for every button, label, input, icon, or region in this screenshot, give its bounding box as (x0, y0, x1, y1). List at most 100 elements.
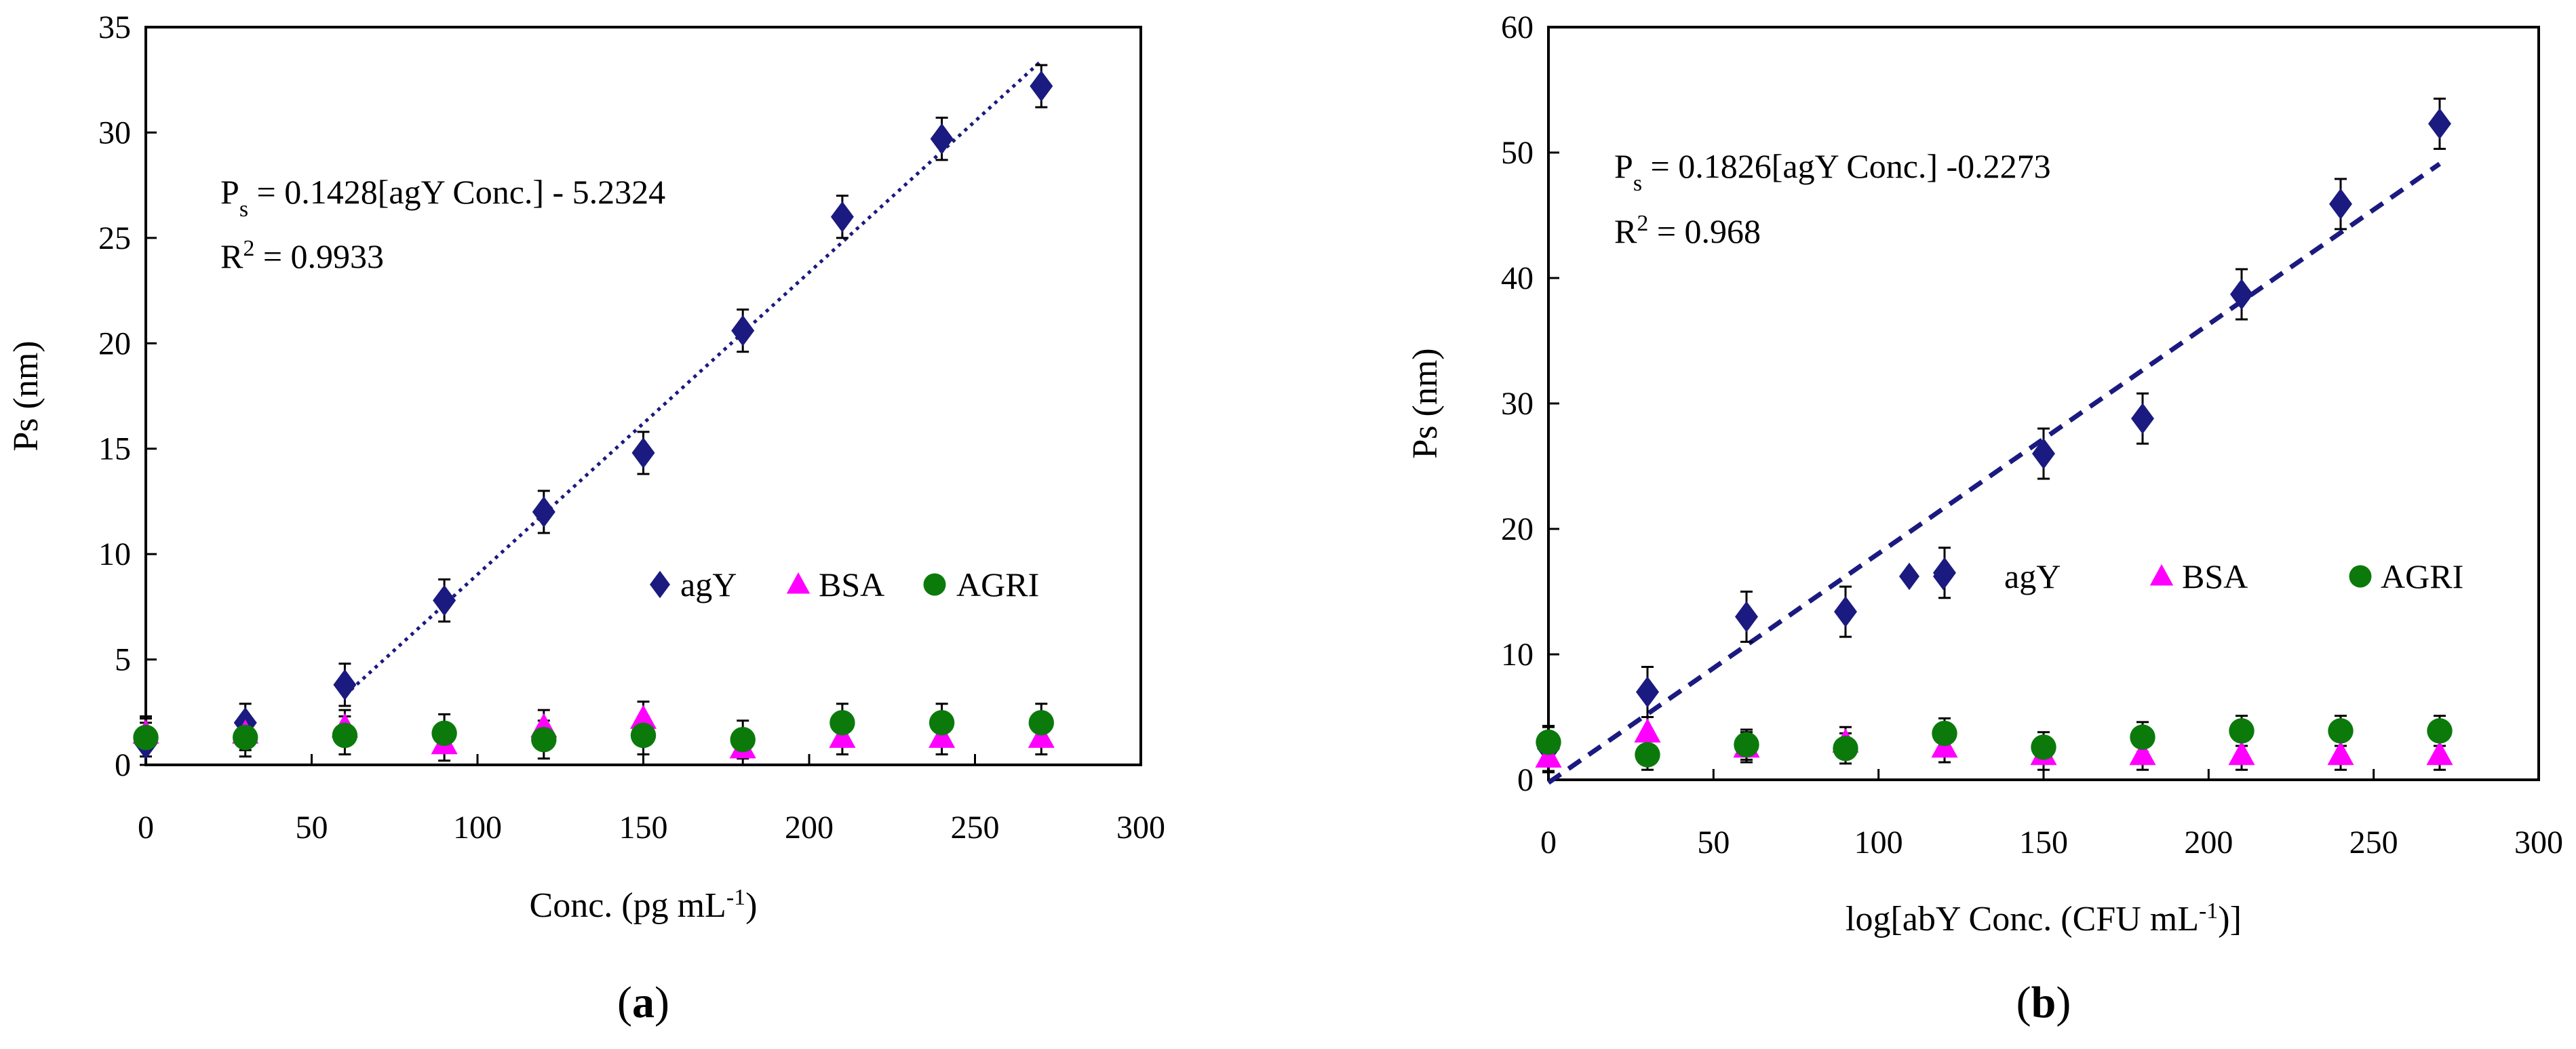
legend-marker-BSA (786, 572, 811, 594)
data-point-AGRI (133, 724, 159, 751)
x-tick-label: 300 (2514, 825, 2563, 860)
data-point-BSA (1634, 718, 1661, 743)
data-point-AGRI (630, 722, 657, 749)
legend-label-agY: agY (680, 566, 737, 603)
panel-b: 0 10 20 30 40 50 60 0 50 100 150 200 250 300 log[abY C… (1406, 9, 2563, 1027)
data-point-AGRI (730, 726, 756, 753)
data-point-agY (532, 496, 555, 528)
data-point-AGRI (1635, 742, 1660, 768)
data-point-AGRI (1536, 729, 1561, 755)
x-tick-label: 200 (2184, 825, 2233, 860)
data-point-agY (2230, 279, 2253, 310)
data-point-agY (2032, 438, 2055, 469)
panel-label: (a) (617, 978, 669, 1027)
data-point-agY (1030, 71, 1053, 102)
y-tick-label: 30 (1501, 386, 1534, 422)
trendline-agY (1547, 161, 2441, 785)
x-tick-label: 100 (453, 810, 502, 846)
x-tick-label: 150 (2019, 825, 2068, 860)
x-tick-label: 200 (785, 810, 834, 846)
x-tick-label: 50 (296, 810, 328, 846)
data-point-AGRI (431, 720, 457, 747)
y-tick-label: 5 (115, 642, 131, 678)
r-squared: R2 = 0.9933 (220, 236, 384, 276)
panel-label: (b) (2016, 978, 2071, 1027)
legend-label-agY: agY (2004, 557, 2061, 595)
y-tick-label: 15 (98, 431, 131, 467)
x-axis-title: log[abY Conc. (CFU mL-1)] (1846, 898, 2242, 939)
panel-a: 0 5 10 15 20 25 30 35 0 50 100 150 200 250 300 Conc. (p… (7, 9, 1165, 1027)
x-tick-label: 0 (138, 810, 154, 846)
r-squared: R2 = 0.968 (1614, 211, 1761, 251)
x-axis-title: Conc. (pg mL-1) (530, 885, 758, 926)
y-tick-label: 35 (98, 9, 131, 45)
data-point-BSA (2426, 740, 2453, 766)
legend-marker-AGRI (2349, 565, 2372, 588)
y-tick-label: 10 (98, 536, 131, 572)
plot-frame (144, 26, 1142, 766)
regression-equation: Ps = 0.1428[agY Conc.] - 5.2324 (220, 173, 665, 222)
y-tick-label: 40 (1501, 260, 1534, 296)
data-point-AGRI (531, 726, 557, 753)
data-point-BSA (629, 705, 657, 729)
data-point-agY (433, 585, 456, 616)
legend-marker-BSA (2149, 564, 2174, 586)
data-point-agY (1636, 676, 1659, 708)
y-axis-title: Ps (nm) (7, 340, 45, 451)
legend-label-AGRI: AGRI (956, 566, 1039, 603)
x-tick-label: 250 (951, 810, 1000, 846)
y-tick-label: 25 (98, 220, 131, 256)
legend-marker-agY (650, 570, 670, 599)
data-point-AGRI (1833, 736, 1858, 761)
legend-marker-agY (1933, 562, 1953, 591)
data-point-AGRI (929, 710, 955, 736)
x-tick-label: 150 (619, 810, 668, 846)
legend-label-AGRI: AGRI (2381, 557, 2463, 595)
legend-marker-agY (1899, 562, 1919, 591)
data-point-agY (2329, 188, 2352, 220)
data-point-BSA (1535, 743, 1562, 768)
data-point-agY (930, 123, 954, 155)
data-point-agY (830, 201, 854, 233)
plot-frame (1547, 26, 2540, 781)
data-point-agY (1735, 601, 1758, 633)
data-point-BSA (829, 724, 856, 748)
data-point-agY (731, 315, 755, 347)
x-tick-label: 50 (1697, 825, 1730, 860)
trendline-agY (343, 59, 1042, 697)
y-tick-label: 0 (115, 747, 131, 783)
data-point-agY (1834, 596, 1857, 628)
legend-label-BSA: BSA (819, 566, 884, 603)
data-point-agY (2131, 403, 2154, 435)
y-tick-label: 30 (98, 115, 131, 151)
data-point-AGRI (233, 724, 258, 751)
y-tick-label: 10 (1501, 637, 1534, 673)
y-tick-label: 50 (1501, 135, 1534, 171)
data-point-AGRI (1028, 710, 1055, 736)
data-point-agY (2428, 108, 2451, 140)
data-point-AGRI (1734, 732, 1759, 757)
x-tick-label: 300 (1116, 810, 1165, 846)
y-tick-label: 60 (1501, 9, 1534, 45)
y-tick-label: 20 (1501, 511, 1534, 547)
data-point-BSA (929, 724, 956, 748)
x-tick-label: 0 (1540, 825, 1557, 860)
data-point-AGRI (2130, 724, 2155, 750)
data-point-AGRI (830, 710, 855, 736)
data-point-agY (333, 669, 357, 700)
y-axis-title: Ps (nm) (1406, 348, 1445, 458)
regression-equation: Ps = 0.1826[agY Conc.] -0.2273 (1614, 147, 2051, 196)
data-point-BSA (2129, 740, 2156, 766)
legend-label-BSA: BSA (2182, 557, 2248, 595)
y-tick-label: 0 (1517, 762, 1534, 798)
x-tick-label: 250 (2349, 825, 2398, 860)
data-point-AGRI (332, 722, 358, 749)
legend-marker-AGRI (923, 573, 946, 596)
data-point-agY (631, 437, 655, 469)
y-tick-label: 20 (98, 325, 131, 361)
data-point-BSA (1028, 724, 1055, 748)
data-point-AGRI (2328, 718, 2354, 744)
data-point-BSA (2228, 740, 2255, 766)
data-point-AGRI (2229, 718, 2255, 744)
